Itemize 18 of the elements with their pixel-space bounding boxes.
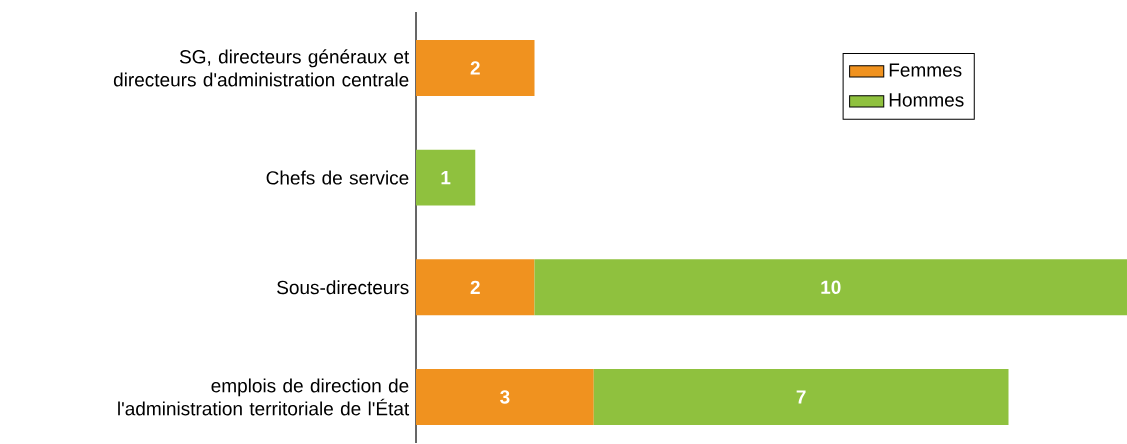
bar (416, 40, 535, 97)
bar (534, 259, 1127, 316)
data-label: 3 (500, 390, 510, 404)
bar (416, 149, 476, 206)
data-label: 2 (470, 61, 480, 75)
y-tick-label: Chefs de service (266, 170, 409, 185)
y-tick-label: emplois de direction de l'administration territoriale de l'État (118, 378, 410, 416)
y-tick-label: Sous-directeurs (277, 280, 409, 295)
legend-label: Hommes (889, 93, 964, 107)
data-label: 10 (821, 280, 841, 295)
y-tick-label: SG, directeurs généraux et directeurs d'administration centrale (113, 49, 410, 87)
bar (416, 369, 594, 426)
bar (416, 259, 535, 316)
bar (593, 369, 1009, 426)
data-label: 2 (470, 280, 480, 295)
data-label: 7 (796, 390, 806, 404)
data-label: 1 (441, 171, 451, 185)
legend-label: Femmes (889, 63, 962, 77)
